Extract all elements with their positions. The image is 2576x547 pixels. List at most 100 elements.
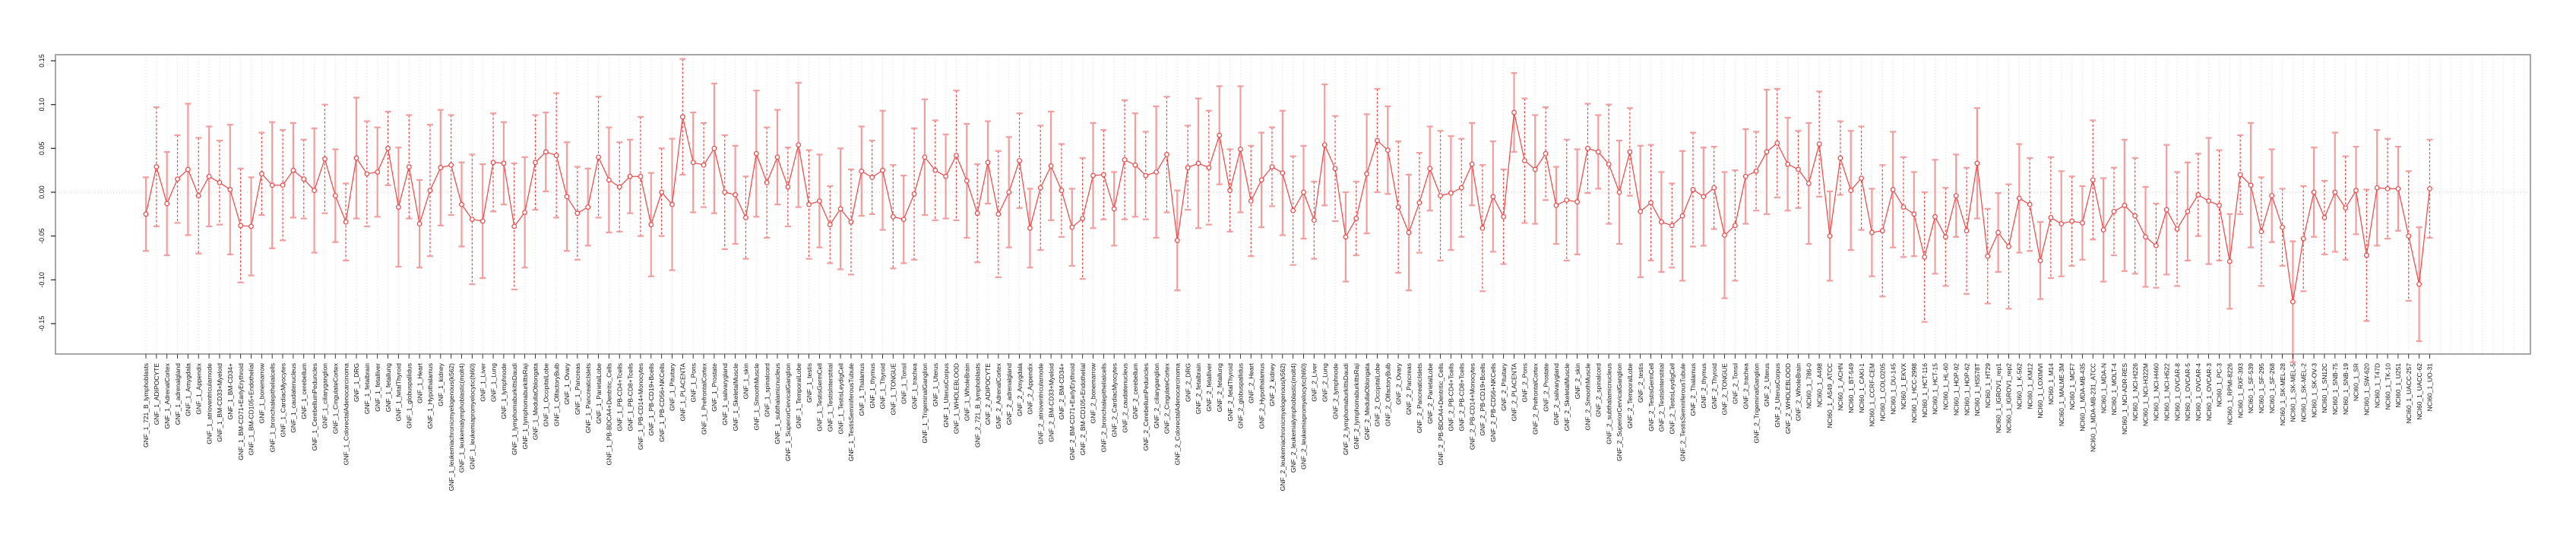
x-tick-label: GNF_2_fetalbrain (1195, 363, 1202, 414)
data-point (2143, 234, 2148, 240)
data-point (816, 198, 822, 204)
data-point (375, 169, 381, 175)
data-point (2374, 185, 2380, 191)
x-tick-label: GNF_2_bonemarrow (1090, 362, 1097, 423)
x-tick-label: GNF_1_PB-BDCA4+Dentritic_Cells (606, 363, 613, 465)
x-tick-label: GNF_1_PB-CD14+Monocytes (637, 363, 644, 450)
x-tick-label: NCI60_1_SK-OV-3 (2310, 363, 2318, 418)
x-tick-label: GNF_2_skin (1574, 363, 1581, 400)
x-tick-label: NCI60_1_IGROV1_rep1 (1995, 363, 2002, 433)
x-tick-label: GNF_2_PB-CD8+Tcells (1457, 363, 1465, 432)
data-point (701, 162, 707, 168)
data-point (2090, 177, 2096, 183)
data-point (280, 182, 286, 188)
x-tick-label: NCI60_1_UACC-257 (2405, 363, 2413, 424)
x-tick-label: NCI60_1_SW-620 (2363, 363, 2371, 416)
x-tick-label: GNF_2_Pons (1521, 363, 1529, 403)
data-point (511, 223, 517, 229)
data-point (1869, 229, 1875, 236)
data-point (332, 193, 338, 199)
x-tick-label: NCI60_1_MCF7 (2068, 363, 2076, 410)
x-tick-label: GNF_2_TestisInterstitial (1658, 363, 1666, 432)
data-point (2069, 218, 2074, 224)
data-point (1206, 165, 1212, 171)
data-point (974, 210, 980, 217)
data-point (880, 167, 885, 173)
data-point (1006, 189, 1012, 195)
data-point (206, 173, 212, 179)
x-tick-label: GNF_1_Heart (416, 362, 423, 403)
data-point (522, 210, 527, 215)
x-tick-label: GNF_1_TemporalLobe (795, 363, 802, 428)
x-tick-label: GNF_1_globuspallidus (405, 363, 413, 428)
data-point (1922, 254, 1928, 260)
data-point (2363, 252, 2369, 258)
x-tick-label: GNF_2_WHOLEBLOOD (1784, 363, 1792, 434)
data-point (2122, 202, 2128, 208)
x-tick-label: GNF_1_UterusCorpus (942, 363, 950, 428)
data-point (143, 211, 149, 217)
x-tick-label: NCI60_1_NCI-H226 (2131, 363, 2139, 421)
data-point (1048, 163, 1054, 169)
data-point (1122, 157, 1128, 163)
data-point (1995, 229, 2002, 236)
data-point (1585, 145, 1590, 151)
data-point (1701, 194, 1707, 200)
x-tick-label: GNF_2_ciliaryganglion (1153, 363, 1160, 428)
x-tick-label: GNF_2_OlfactoryBulb (1385, 363, 1392, 426)
x-tick-label: GNF_2_SuperiorCervicalGanglion (1616, 363, 1623, 461)
x-tick-label: GNF_2_adrenalgland (1005, 363, 1013, 425)
x-tick-label: GNF_2_PancreaticIslets (1416, 363, 1423, 433)
data-point (1227, 188, 1233, 194)
data-point (848, 219, 854, 225)
x-tick-label: NCI60_1_HCC-2998 (1910, 363, 1918, 423)
data-point (312, 188, 318, 194)
x-tick-label: NCI60_1_U251 (2394, 363, 2402, 408)
x-tick-label: GNF_1_salivarygland (721, 363, 729, 425)
data-point (1448, 190, 1454, 196)
data-point (869, 174, 875, 180)
x-tick-label: GNF_2_Tonsil (1732, 363, 1739, 404)
data-point (227, 187, 233, 192)
data-point (1595, 149, 1601, 155)
data-point (1353, 216, 1359, 221)
x-tick-label: GNF_2_WholeBrain (1795, 363, 1802, 421)
data-point (1143, 172, 1149, 179)
data-point (2280, 224, 2285, 230)
data-point (806, 201, 812, 207)
data-point (1627, 149, 1633, 155)
x-tick-label: GNF_2_SmoothMuscle (1584, 363, 1592, 431)
data-point (1154, 169, 1159, 175)
data-point (796, 142, 802, 148)
data-point (1375, 138, 1380, 144)
x-tick-label: GNF_2_CerebellumPeduncles (1142, 363, 1150, 451)
x-tick-label: GNF_2_PB-CD4+Tcells (1448, 363, 1455, 432)
x-tick-label: GNF_1_ParietalLobe (595, 363, 603, 424)
data-point (711, 145, 717, 151)
x-tick-label: GNF_1_ciliaryganglion (321, 363, 329, 428)
data-point (2100, 227, 2106, 232)
x-tick-label: GNF_1_AdrenalCortex (163, 362, 171, 428)
x-tick-label: NCI60_1_HS578T (1973, 363, 1981, 416)
data-point (1742, 173, 1748, 179)
data-point (322, 156, 328, 162)
x-tick-label: GNF_2_globuspallidus (1237, 363, 1245, 428)
x-tick-label: GNF_2_subthalamicnucleus (1605, 363, 1612, 444)
x-tick-label: GNF_1_lymphomaburkittsRaji (521, 363, 529, 449)
x-tick-label: GNF_2_TestisLeydigCell (1668, 363, 1676, 435)
x-tick-label: GNF_1_PancreaticIslets (584, 363, 592, 433)
x-tick-label: NCI60_1_SR (2353, 363, 2360, 401)
x-tick-label: NCI60_1_OVCAR-8 (2173, 363, 2181, 421)
data-point (2185, 208, 2191, 214)
x-tick-label: GNF_2_Uterus (1763, 363, 1771, 406)
data-point (1679, 213, 1685, 219)
data-point (1479, 225, 1486, 231)
data-point (1532, 166, 1538, 172)
x-tick-label: NCI60_1_SF-268 (2268, 363, 2276, 413)
x-tick-label: GNF_1_lymphnode (500, 363, 508, 419)
data-point (1037, 185, 1043, 191)
data-point (1174, 238, 1180, 243)
x-tick-label: GNF_1_TestisGermCell (816, 363, 824, 432)
data-point (911, 191, 917, 197)
